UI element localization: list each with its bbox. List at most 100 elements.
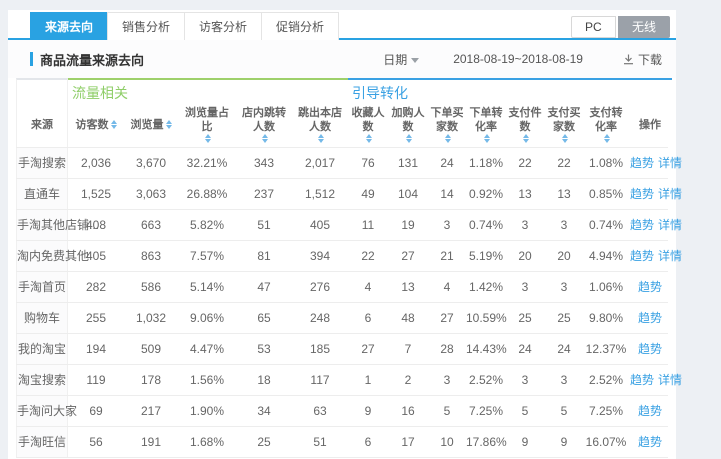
content-card: 来源去向 销售分析 访客分析 促销分析 PC 无线 商品流量来源去向 日期 2018-… bbox=[8, 10, 682, 459]
detail-link[interactable]: 详情 bbox=[658, 373, 683, 387]
column-header-label: 店内跳转人数 bbox=[242, 107, 286, 133]
trend-link[interactable]: 趋势 bbox=[637, 435, 662, 449]
column-header-7[interactable]: 加购人数 bbox=[388, 102, 428, 147]
traffic-source-table: 流量相关 引导转化 来源 访客数 浏览量 浏览量占比 店内跳转人数 跳出本店人数 收藏人数 加购… bbox=[16, 78, 682, 458]
column-header-8[interactable]: 下单买家数 bbox=[428, 102, 466, 147]
sort-icon[interactable] bbox=[205, 134, 211, 143]
value-cell: 9 bbox=[560, 435, 568, 449]
value-cell: 191 bbox=[140, 435, 162, 449]
sort-icon[interactable] bbox=[165, 120, 172, 129]
sort-down-icon bbox=[484, 139, 490, 143]
value-cell: 13 bbox=[401, 280, 415, 294]
value-cell: 49 bbox=[361, 187, 375, 201]
sort-up-icon bbox=[165, 120, 172, 124]
detail-link[interactable]: 详情 bbox=[658, 187, 683, 201]
table-row: 手淘搜索 2,036 3,670 32.21% 343 2,017 76 131 24 1.18%… bbox=[16, 147, 682, 178]
column-header-12[interactable]: 支付转化率 bbox=[584, 102, 628, 147]
value-cell: 405 bbox=[309, 218, 331, 232]
device-toggle: PC 无线 bbox=[570, 16, 670, 38]
value-cell: 1,512 bbox=[304, 187, 336, 201]
date-dropdown[interactable]: 日期 bbox=[383, 51, 420, 68]
trend-link[interactable]: 趋势 bbox=[637, 311, 662, 325]
value-cell: 53 bbox=[257, 342, 271, 356]
table-row: 手淘首页 282 586 5.14% 47 276 4 13 4 1.42% 3 3 1.06% 趋势 bbox=[16, 271, 668, 302]
toggle-wireless-button[interactable]: 无线 bbox=[617, 16, 670, 38]
column-header-label: 操作 bbox=[639, 118, 661, 131]
sort-icon[interactable] bbox=[366, 134, 372, 143]
column-header-2[interactable]: 浏览量 bbox=[124, 102, 178, 147]
column-header-11[interactable]: 支付买家数 bbox=[544, 102, 584, 147]
column-header-13: 操作 bbox=[628, 102, 672, 147]
trend-link[interactable]: 趋势 bbox=[630, 156, 655, 170]
sort-icon[interactable] bbox=[523, 134, 529, 143]
column-header-label: 收藏人数 bbox=[351, 107, 385, 133]
source-cell: 我的淘宝 bbox=[16, 334, 68, 364]
value-cell: 4 bbox=[364, 280, 372, 294]
value-cell: 1,032 bbox=[135, 311, 167, 325]
value-cell: 3 bbox=[560, 218, 568, 232]
column-header-label: 支付买家数 bbox=[547, 107, 581, 133]
value-cell: 3 bbox=[443, 373, 451, 387]
sort-icon[interactable] bbox=[604, 134, 610, 143]
value-cell: 16.07% bbox=[585, 435, 627, 449]
column-header-4[interactable]: 店内跳转人数 bbox=[236, 102, 292, 147]
column-header-10[interactable]: 支付件数 bbox=[506, 102, 544, 147]
trend-link[interactable]: 趋势 bbox=[637, 404, 662, 418]
value-cell: 5 bbox=[560, 404, 568, 418]
value-cell: 10.59% bbox=[466, 311, 507, 325]
value-cell: 3 bbox=[560, 280, 568, 294]
sort-icon[interactable] bbox=[562, 134, 568, 143]
value-cell: 20 bbox=[518, 249, 532, 263]
column-header-6[interactable]: 收藏人数 bbox=[348, 102, 388, 147]
actions-cell: 趋势 bbox=[628, 303, 672, 333]
value-cell: 3 bbox=[560, 373, 568, 387]
column-header-label: 下单转化率 bbox=[469, 107, 503, 133]
value-cell: 405 bbox=[85, 249, 107, 263]
sort-icon[interactable] bbox=[484, 134, 490, 143]
column-header-5[interactable]: 跳出本店人数 bbox=[292, 102, 348, 147]
trend-link[interactable]: 趋势 bbox=[630, 218, 655, 232]
value-cell: 76 bbox=[361, 156, 375, 170]
trend-link[interactable]: 趋势 bbox=[637, 342, 662, 356]
column-header-source: 来源 bbox=[16, 102, 68, 147]
tab-来源去向[interactable]: 来源去向 bbox=[30, 12, 109, 40]
value-cell: 1.06% bbox=[588, 280, 624, 294]
value-cell: 19 bbox=[401, 218, 415, 232]
sort-icon[interactable] bbox=[445, 134, 451, 143]
sort-icon[interactable] bbox=[262, 134, 268, 143]
sort-up-icon bbox=[562, 134, 568, 138]
trend-link[interactable]: 趋势 bbox=[630, 249, 655, 263]
sort-down-icon bbox=[205, 139, 211, 143]
detail-link[interactable]: 详情 bbox=[658, 249, 683, 263]
sort-icon[interactable] bbox=[110, 120, 117, 129]
detail-link[interactable]: 详情 bbox=[658, 218, 683, 232]
sort-icon[interactable] bbox=[318, 134, 324, 143]
toolbar-right: 日期 2018-08-19~2018-08-19 下载 bbox=[383, 51, 662, 68]
download-label: 下载 bbox=[637, 52, 662, 67]
value-cell: 24 bbox=[440, 156, 454, 170]
trend-link[interactable]: 趋势 bbox=[630, 373, 655, 387]
column-header-3[interactable]: 浏览量占比 bbox=[178, 102, 236, 147]
sort-down-icon bbox=[604, 139, 610, 143]
trend-link[interactable]: 趋势 bbox=[637, 280, 662, 294]
column-header-1[interactable]: 访客数 bbox=[68, 102, 124, 147]
sort-up-icon bbox=[262, 134, 268, 138]
value-cell: 27 bbox=[401, 249, 415, 263]
value-cell: 282 bbox=[85, 280, 107, 294]
sort-icon[interactable] bbox=[406, 134, 412, 143]
detail-link[interactable]: 详情 bbox=[658, 156, 683, 170]
tab-访客分析[interactable]: 访客分析 bbox=[184, 12, 263, 40]
table-group-header-row: 流量相关 引导转化 bbox=[16, 78, 672, 102]
toggle-pc-button[interactable]: PC bbox=[570, 16, 616, 38]
value-cell: 7 bbox=[404, 342, 412, 356]
value-cell: 131 bbox=[397, 156, 419, 170]
column-header-9[interactable]: 下单转化率 bbox=[466, 102, 506, 147]
value-cell: 5.19% bbox=[468, 249, 504, 263]
download-button[interactable]: 下载 bbox=[623, 51, 662, 68]
tab-促销分析[interactable]: 促销分析 bbox=[261, 12, 340, 40]
tab-销售分析[interactable]: 销售分析 bbox=[107, 12, 186, 40]
column-header-label: 加购人数 bbox=[391, 107, 425, 133]
value-cell: 1.18% bbox=[468, 156, 504, 170]
actions-cell: 趋势 bbox=[628, 427, 672, 457]
trend-link[interactable]: 趋势 bbox=[630, 187, 655, 201]
